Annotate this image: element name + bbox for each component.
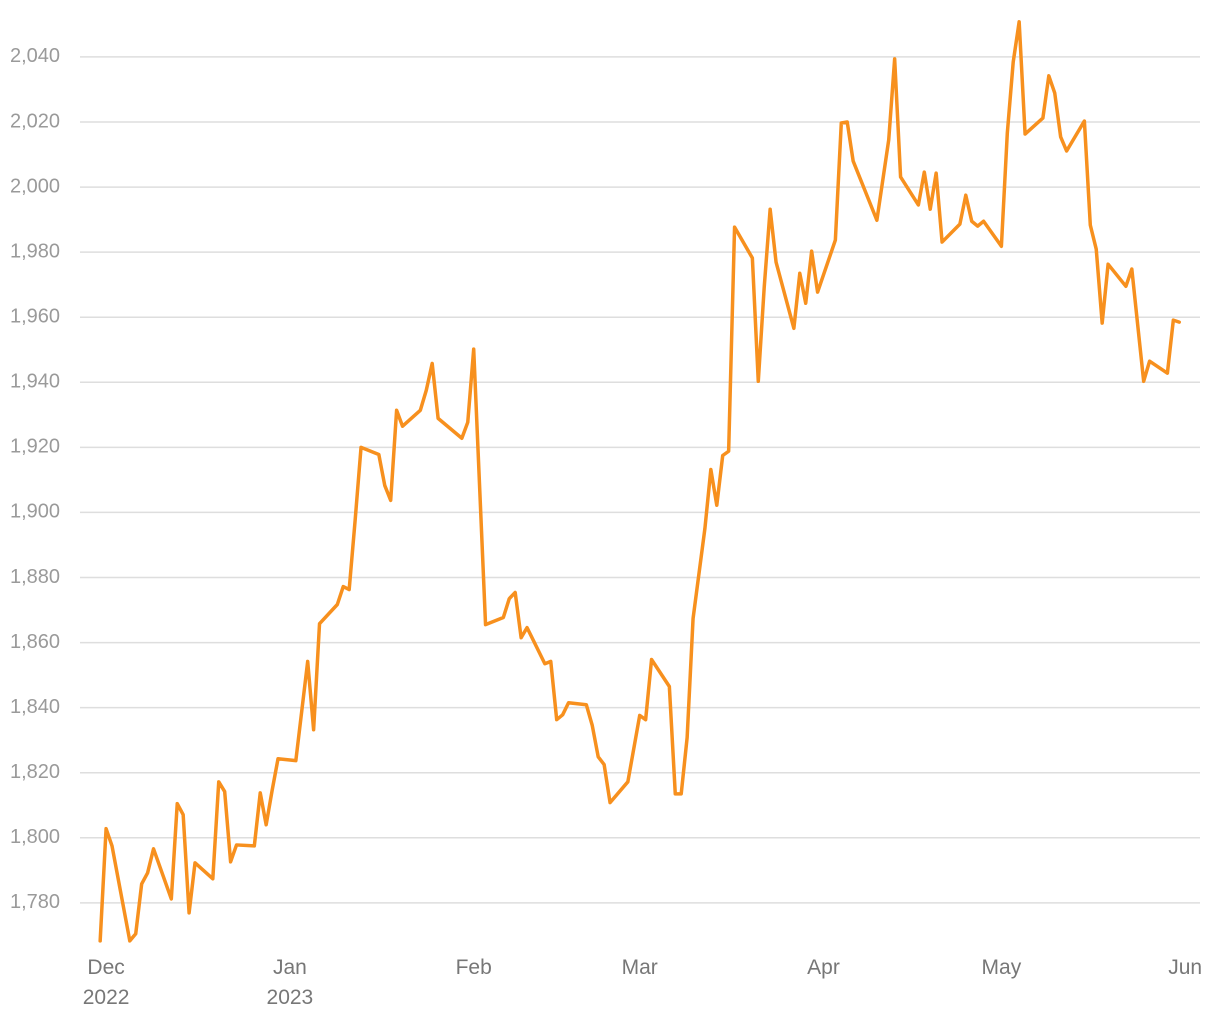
y-tick-label: 1,860	[10, 631, 60, 653]
y-tick-label: 1,940	[10, 371, 60, 393]
y-tick-label: 1,920	[10, 436, 60, 458]
y-tick-label: 1,840	[10, 696, 60, 718]
x-tick-label: Feb	[456, 956, 492, 979]
y-tick-label: 1,780	[10, 891, 60, 913]
y-tick-label: 1,820	[10, 761, 60, 783]
y-tick-label: 2,040	[10, 45, 60, 67]
y-tick-label: 1,960	[10, 305, 60, 327]
y-tick-label: 1,800	[10, 826, 60, 848]
y-tick-label: 2,000	[10, 175, 60, 197]
y-tick-label: 1,900	[10, 501, 60, 523]
x-tick-label: Mar	[622, 956, 658, 979]
x-tick-label: Jun	[1168, 956, 1202, 979]
x-tick-label: Apr	[807, 956, 840, 979]
price-line	[98, 20, 1181, 943]
x-tick-label: May	[982, 956, 1022, 979]
x-tick-label: Dec 2022	[83, 956, 130, 1009]
x-tick-label: Jan 2023	[267, 956, 314, 1009]
y-tick-label: 1,880	[10, 566, 60, 588]
y-tick-label: 2,020	[10, 110, 60, 132]
y-tick-label: 1,980	[10, 240, 60, 262]
